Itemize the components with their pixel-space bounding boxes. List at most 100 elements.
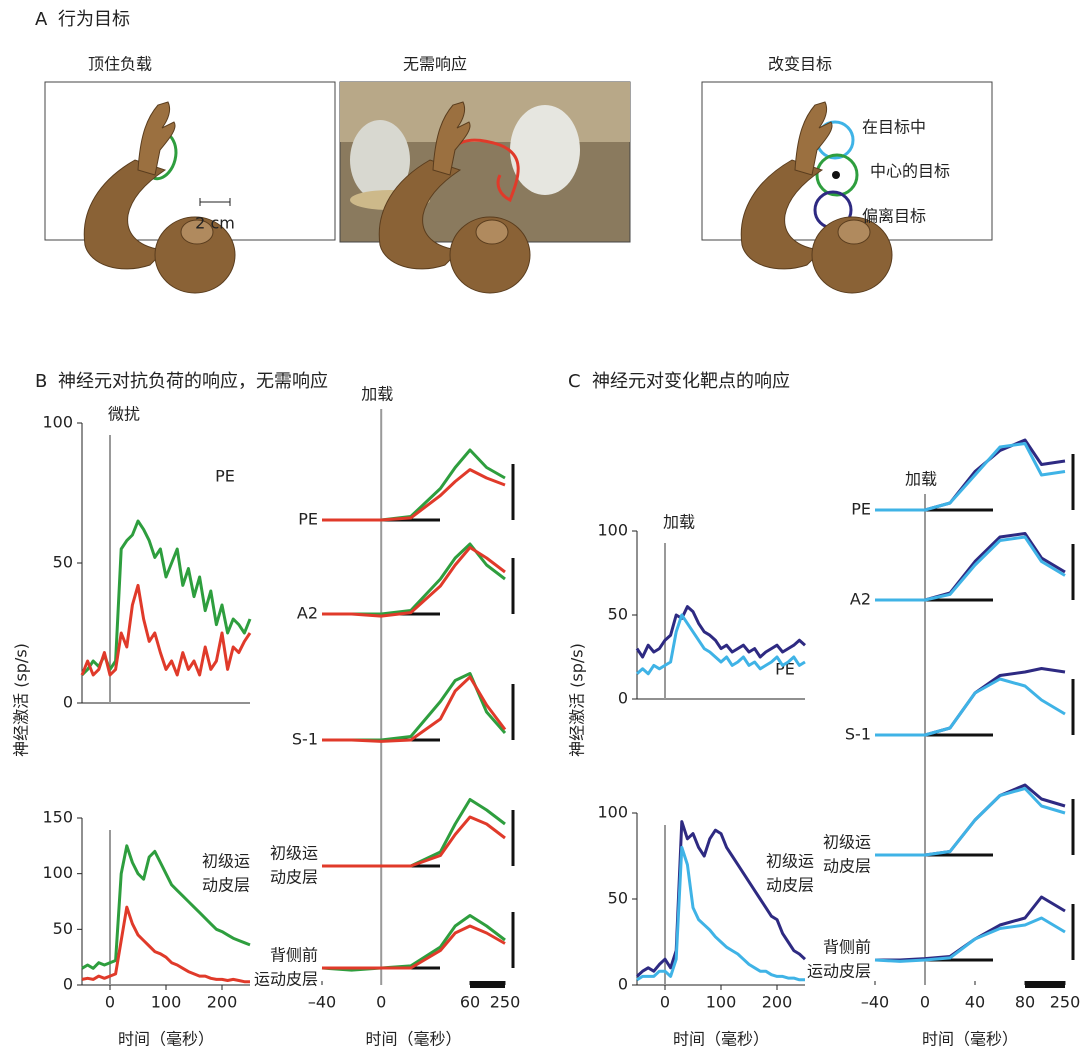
row-label: A2	[850, 590, 871, 609]
row-label: 初级运	[270, 844, 318, 863]
x-tick-label: 60	[460, 993, 480, 1012]
hand-path	[443, 138, 520, 203]
x-tick-label: 0	[660, 993, 670, 1012]
y-tick-label: 100	[597, 803, 628, 822]
series-line	[635, 820, 807, 978]
series-line	[875, 442, 1066, 512]
y-tick-label: 150	[42, 808, 73, 827]
row-label: 运动皮层	[807, 962, 871, 981]
series-line	[875, 677, 1066, 737]
x-tick-label: –40	[861, 993, 889, 1012]
y-tick-label: 100	[42, 413, 73, 432]
series-line	[322, 675, 507, 743]
series-line	[81, 844, 251, 970]
target-label: 在目标中	[862, 118, 926, 137]
x-axis-label: 时间（毫秒）	[673, 1030, 769, 1049]
panel-label: C	[568, 371, 581, 392]
series-line	[322, 924, 506, 970]
condition-title: 无需响应	[403, 55, 467, 74]
y-axis-label: 神经激活 (sp/s)	[568, 643, 587, 757]
scale-label: 2 cm	[195, 214, 235, 233]
x-axis-label: 时间（毫秒）	[365, 1030, 461, 1049]
x-tick-label: 250	[1050, 993, 1081, 1012]
region-label: 初级运	[202, 852, 250, 871]
target-path	[815, 153, 859, 197]
row-label: 初级运	[823, 833, 871, 852]
condition-title: 改变目标	[768, 55, 832, 74]
series-line	[322, 542, 506, 616]
series-line	[874, 916, 1066, 963]
series-line	[875, 895, 1066, 962]
x-tick-label: 0	[105, 993, 115, 1012]
y-tick-label: 0	[63, 693, 73, 712]
series-line	[322, 468, 506, 522]
x-tick-label: 40	[965, 993, 985, 1012]
target-center	[832, 171, 840, 179]
row-label: S-1	[292, 730, 318, 749]
panel-label: A	[35, 9, 48, 30]
series-line	[322, 672, 507, 742]
panel-label: B	[35, 371, 47, 392]
axis-break	[1025, 981, 1065, 988]
y-tick-label: 0	[618, 689, 628, 708]
series-line	[875, 532, 1066, 602]
row-label: 动皮层	[270, 868, 318, 887]
x-tick-label: 100	[706, 993, 737, 1012]
panel-title: 神经元对抗负荷的响应，无需响应	[58, 371, 328, 392]
series-line	[80, 583, 252, 677]
row-label: PE	[851, 500, 871, 519]
series-line	[81, 905, 250, 984]
series-line	[322, 798, 506, 868]
x-tick-label: 200	[207, 993, 238, 1012]
scale-bar	[199, 198, 231, 206]
region-label: 初级运	[766, 852, 814, 871]
x-tick-label: 200	[762, 993, 793, 1012]
x-axis-label: 时间（毫秒）	[118, 1030, 214, 1049]
video-person	[350, 120, 410, 200]
condition-title: 顶住负载	[88, 55, 152, 74]
row-label: 运动皮层	[254, 970, 318, 989]
y-tick-label: 50	[608, 889, 628, 908]
row-label: A2	[297, 604, 318, 623]
series-line	[636, 845, 805, 982]
region-label: 动皮层	[766, 876, 814, 895]
annotation: 加载	[361, 385, 393, 404]
target-label: 中心的目标	[870, 162, 950, 181]
row-label: PE	[298, 510, 318, 529]
x-tick-label: 0	[920, 993, 930, 1012]
series-line	[875, 787, 1066, 857]
x-tick-label: 0	[376, 993, 386, 1012]
y-tick-label: 0	[63, 975, 73, 994]
region-label: 动皮层	[202, 876, 250, 895]
x-tick-label: 100	[151, 993, 182, 1012]
series-line	[321, 914, 506, 972]
y-tick-label: 50	[608, 605, 628, 624]
annotation: 微扰	[108, 405, 140, 424]
region-label: PE	[215, 467, 235, 486]
row-label: 动皮层	[823, 857, 871, 876]
x-tick-label: –40	[308, 993, 336, 1012]
annotation: 加载	[905, 470, 937, 489]
y-axis-label: 神经激活 (sp/s)	[12, 643, 31, 757]
target-label: 偏离目标	[862, 207, 926, 226]
series-line	[322, 815, 506, 868]
video-person	[510, 105, 580, 195]
series-line	[322, 448, 506, 522]
series-line	[875, 438, 1066, 512]
y-tick-label: 50	[53, 919, 73, 938]
axis-break	[470, 981, 505, 988]
series-line	[322, 546, 506, 618]
x-tick-label: 250	[490, 993, 521, 1012]
x-tick-label: 80	[1015, 993, 1035, 1012]
x-axis-label: 时间（毫秒）	[922, 1030, 1018, 1049]
y-tick-label: 50	[53, 553, 73, 572]
row-label: 背侧前	[270, 946, 318, 965]
panel-title: 行为目标	[58, 9, 130, 30]
y-tick-label: 0	[618, 975, 628, 994]
panel-title: 神经元对变化靶点的响应	[592, 371, 790, 392]
y-tick-label: 100	[597, 521, 628, 540]
annotation: 加载	[663, 513, 695, 532]
series-line	[875, 783, 1066, 857]
series-line	[875, 535, 1066, 602]
